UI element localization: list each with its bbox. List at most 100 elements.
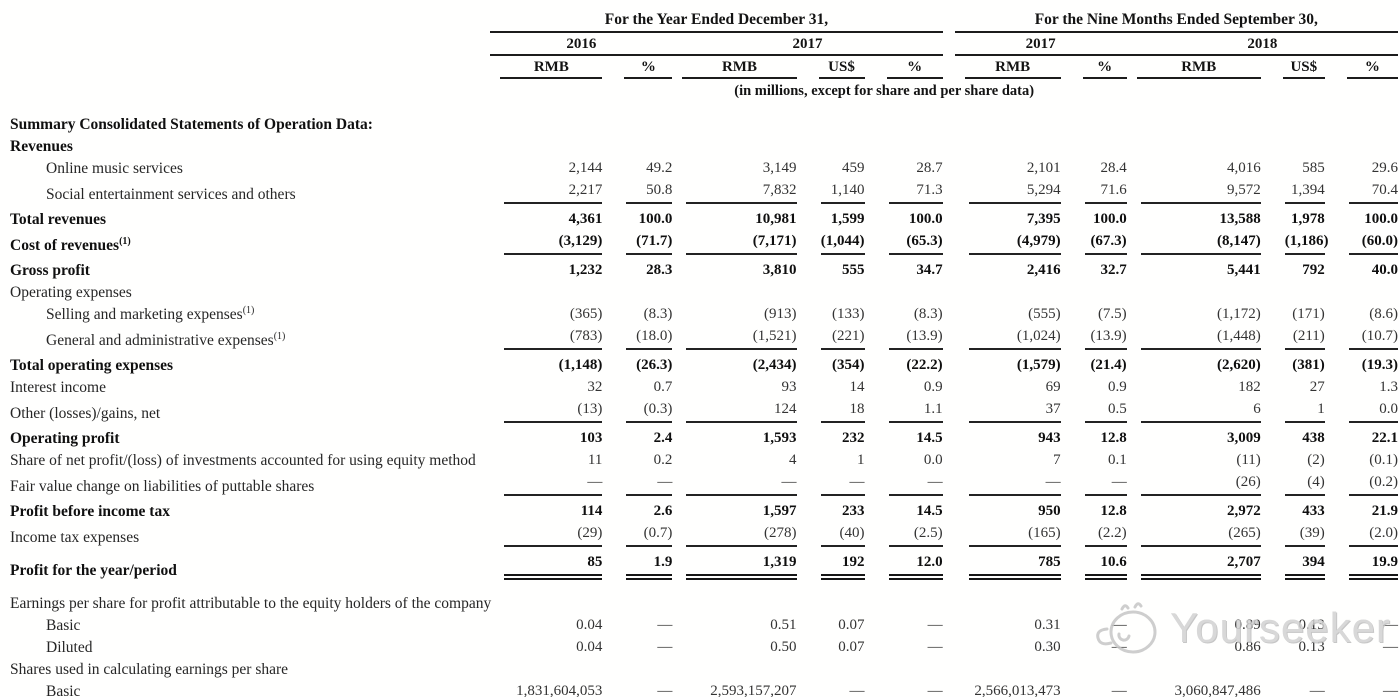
value-text: 585: [1302, 160, 1325, 176]
value-cell: (2,434): [672, 352, 797, 377]
table-row: Other (losses)/gains, net (13) (0.3) 124 18 1…: [2, 399, 1398, 425]
value-text: 49.2: [646, 160, 673, 176]
value-cell: (0.1): [1325, 450, 1398, 472]
value-text: (8,147): [1140, 232, 1261, 255]
row-label: Operating expenses: [2, 282, 1398, 304]
row-label-text: Shares used in calculating earnings per …: [10, 661, 289, 678]
value-cell: 1,978: [1261, 206, 1325, 231]
value-cell: (39): [1261, 523, 1325, 549]
footnote-marker: (1): [242, 304, 255, 316]
value-cell: (278): [672, 523, 797, 549]
value-cell: (7,171): [672, 231, 797, 257]
value-text: 1: [1284, 400, 1325, 423]
row-label-text: Fair value change on liabilities of putt…: [10, 478, 315, 495]
value-text: (1,148): [558, 357, 603, 373]
value-text: 32: [587, 379, 603, 395]
value-text: 7: [1053, 452, 1061, 468]
value-text: 438: [1302, 430, 1325, 446]
value-cell: 0.07: [797, 637, 864, 659]
value-text: (133): [832, 306, 865, 322]
value-text: 1.9: [626, 553, 673, 580]
value-cell: 0.86: [1127, 637, 1261, 659]
value-text: (0.7): [626, 524, 673, 547]
table-row: Online music services 2,144 49.2 3,149 459 28…: [2, 158, 1398, 180]
row-label-text: Social entertainment services and others: [46, 186, 296, 203]
column-header: %: [602, 58, 673, 81]
value-cell: 3,149: [672, 158, 797, 180]
value-cell: 0.04: [490, 637, 602, 659]
value-cell: 2,101: [955, 158, 1061, 180]
value-text: (65.3): [888, 232, 943, 255]
value-cell: 4,361: [490, 206, 603, 231]
row-label: Profit before income tax: [2, 498, 490, 523]
value-cell: 2.4: [602, 425, 673, 450]
value-text: 950: [1038, 503, 1061, 519]
value-cell: 70.4: [1325, 180, 1398, 206]
value-cell: (0.7): [602, 523, 673, 549]
value-text: 37: [968, 400, 1061, 423]
value-text: 2,972: [1227, 503, 1261, 519]
value-cell: (8.6): [1325, 304, 1398, 326]
group-gap: [943, 35, 955, 58]
group-gap: [943, 523, 955, 549]
column-header-label: %: [1082, 59, 1127, 79]
row-label-text: Operating profit: [10, 430, 120, 447]
value-cell: 555: [797, 257, 865, 282]
value-cell: 943: [955, 425, 1061, 450]
value-cell: 1.3: [1325, 377, 1398, 399]
row-label: Operating profit: [2, 425, 490, 450]
value-text: (21.4): [1090, 357, 1127, 373]
value-cell: 7,832: [672, 180, 797, 206]
value-text: 1,140: [820, 181, 865, 204]
value-cell: 71.3: [865, 180, 943, 206]
value-cell: (365): [490, 304, 603, 326]
value-text: 40.0: [1371, 262, 1398, 278]
value-cell: (13.9): [1061, 326, 1127, 352]
value-text: 0.0: [1348, 400, 1398, 423]
value-cell: 22.1: [1325, 425, 1398, 450]
value-text: (18.0): [626, 327, 673, 350]
value-text: (1,024): [968, 327, 1061, 350]
row-label: Online music services: [2, 158, 490, 180]
value-cell: 11: [490, 450, 602, 472]
value-cell: (7.5): [1061, 304, 1127, 326]
value-text: 0.0: [923, 452, 943, 468]
value-text: 1,597: [762, 503, 797, 519]
group-gap: [943, 206, 955, 231]
value-text: 0.04: [576, 639, 603, 655]
value-cell: 2,416: [955, 257, 1061, 282]
value-text: 1,599: [830, 211, 865, 227]
value-text: 5,294: [968, 181, 1061, 204]
value-text: 0.2: [653, 452, 673, 468]
value-text: 12.8: [1100, 430, 1127, 446]
value-cell: 3,810: [672, 257, 797, 282]
value-text: 1,394: [1284, 181, 1325, 204]
value-text: (0.3): [626, 400, 673, 423]
value-text: —: [504, 473, 603, 496]
value-cell: 0.30: [955, 637, 1060, 659]
value-text: 0.1: [1107, 452, 1127, 468]
row-label-text: Online music services: [46, 160, 183, 177]
value-cell: 0.0: [865, 450, 943, 472]
value-cell: 124: [672, 399, 797, 425]
value-text: 12.8: [1100, 503, 1127, 519]
value-cell: 2,566,013,473: [955, 681, 1060, 697]
column-header: RMB: [672, 58, 797, 81]
row-label-text: Profit before income tax: [10, 503, 170, 520]
value-cell: (221): [797, 326, 865, 352]
row-label-text: Cost of revenues: [10, 237, 120, 254]
value-cell: 792: [1261, 257, 1325, 282]
value-text: (60.0): [1348, 232, 1398, 255]
value-cell: (265): [1127, 523, 1261, 549]
table-row: Summary Consolidated Statements of Opera…: [2, 106, 1398, 136]
value-cell: 10.6: [1061, 549, 1127, 582]
value-cell: (165): [955, 523, 1061, 549]
value-text: (278): [686, 524, 797, 547]
table-row: Selling and marketing expenses(1) (365) (8…: [2, 304, 1398, 326]
value-cell: 233: [797, 498, 865, 523]
group-gap: [943, 377, 955, 399]
group-gap: [943, 231, 955, 257]
value-text: 2.4: [653, 430, 673, 446]
value-text: 100.0: [1364, 211, 1398, 227]
value-text: 785: [968, 553, 1061, 580]
